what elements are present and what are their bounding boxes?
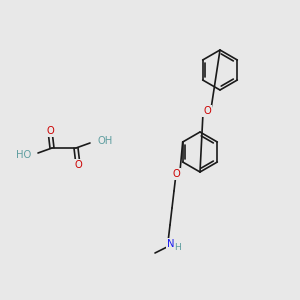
Text: O: O bbox=[172, 169, 180, 179]
Text: OH: OH bbox=[97, 136, 112, 146]
Text: HO: HO bbox=[16, 150, 31, 160]
Text: N: N bbox=[167, 239, 175, 249]
Text: O: O bbox=[74, 160, 82, 170]
Text: H: H bbox=[175, 242, 182, 251]
Text: O: O bbox=[203, 106, 211, 116]
Text: O: O bbox=[46, 126, 54, 136]
